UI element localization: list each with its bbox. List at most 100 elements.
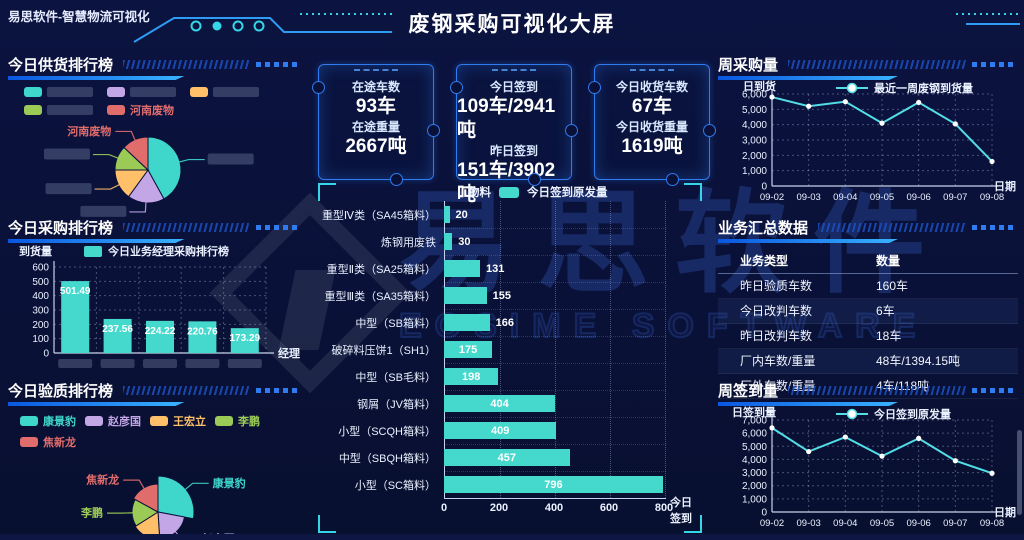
bar: 404 (444, 395, 556, 412)
panel-week-signin: 周签到量 0 1,000 2,000 3,000 4,000 5,000 6,000 7,00… (718, 380, 1018, 538)
title-underline (8, 76, 184, 80)
bar (61, 281, 90, 353)
summary-col-type: 业务类型 (740, 254, 789, 268)
hatch-decoration (123, 59, 250, 69)
y-tick: 200 (32, 320, 49, 331)
material-row: 小型（SC箱料） 796 (318, 471, 684, 498)
legend-swatch (85, 416, 103, 426)
stat-label: 在途车数 (351, 80, 400, 94)
legend-item: 李鹏 (215, 413, 260, 429)
bar: 409 (444, 422, 557, 439)
stat-card-in-transit: 在途车数 93车 在途重量 2667吨 (312, 64, 440, 186)
corner-bracket (684, 515, 702, 533)
scrollbar-thumb[interactable] (1017, 430, 1022, 515)
row-type: 厂内车数/重量 (740, 354, 816, 368)
purchase-bar-chart: 0 100 200 300 400 500 600 501.49 237.56 224.22 220… (19, 244, 300, 368)
supply-legend: 河南废物 (24, 87, 302, 118)
x-tick: 09-06 (907, 192, 931, 203)
table-row: 昨日改判车数 18车 (718, 324, 1018, 349)
censored-category-label (185, 359, 220, 368)
table-row: 今日改判车数 6车 (718, 299, 1018, 324)
y-tick: 300 (32, 306, 49, 317)
material-legend-label: 今日签到原发量 (527, 187, 608, 199)
summary-table-header: 业务类型 数量 (718, 249, 1018, 274)
panel-title-supply: 今日供货排行榜 (8, 56, 114, 74)
legend-label: 最近一周废钢到货量 (874, 81, 973, 95)
material-category-label: 炼钢用废铁 (381, 236, 436, 249)
bar (444, 233, 453, 250)
y-tick: 2,000 (742, 151, 767, 162)
censored-slice-label (45, 183, 92, 195)
data-point (952, 458, 958, 464)
summary-table-body: 昨日验质车数 160车 今日改判车数 6车 昨日改判车数 18车 厂内车数/重量 48车/13… (718, 274, 1018, 399)
legend-swatch (215, 416, 233, 426)
bar-value: 457 (497, 451, 517, 464)
row-type: 今日改判车数 (740, 304, 813, 318)
x-axis-label: 今日签到 (670, 497, 692, 525)
y-tick: 400 (32, 291, 49, 302)
legend-label: 河南废物 (130, 105, 174, 117)
x-tick: 400 (544, 502, 564, 514)
censored-category-label (143, 359, 177, 368)
stat-label: 昨日签到 (489, 144, 538, 158)
row-qty: 6车 (876, 304, 895, 318)
x-tick: 09-02 (760, 518, 784, 529)
bar-value: 20 (455, 208, 468, 221)
bar (103, 318, 132, 353)
card-notch (703, 124, 716, 138)
censored-legend-label (47, 105, 93, 115)
panel-title-purchase: 今日采购排行榜 (8, 219, 114, 237)
panel-title-week-signin: 周签到量 (718, 382, 779, 400)
censored-slice-label (43, 148, 90, 160)
row-qty: 18车 (876, 329, 902, 343)
legend-marker-icon (846, 408, 858, 420)
legend-swatch (107, 87, 125, 97)
bar-value: 237.56 (102, 324, 133, 335)
stat-label: 今日收货重量 (615, 120, 688, 134)
slice-label: 焦新龙 (85, 473, 119, 487)
hatch-decoration (123, 385, 250, 395)
stat-label: 今日签到 (489, 80, 538, 94)
material-row: 中型（SB箱料） 166 (318, 309, 684, 336)
week-purchase-line-chart: 0 1,000 2,000 3,000 4,000 5,000 6,000 09-02 09-0… (742, 79, 1016, 203)
x-axis-label: 日期 (994, 179, 1016, 193)
bar-value: 131 (486, 262, 505, 275)
row-type: 昨日改判车数 (740, 329, 813, 343)
y-tick: 0 (761, 182, 767, 193)
x-tick: 09-08 (980, 192, 1004, 203)
y-tick: 0 (761, 508, 767, 519)
card-notch (565, 124, 578, 138)
x-tick: 09-04 (833, 518, 857, 529)
dots-decoration (972, 224, 1016, 230)
panel-title-quality: 今日验质排行榜 (8, 382, 114, 400)
bar-value: 173.29 (230, 333, 261, 344)
title-underline (718, 402, 898, 406)
y-tick: 4,000 (742, 120, 767, 131)
bar-value: 409 (491, 424, 510, 437)
title-underline (8, 239, 184, 243)
material-row: 重型Ⅳ类（SA45箱料） 20 (318, 201, 684, 228)
dots-decoration (256, 61, 300, 67)
legend-label: 王宏立 (173, 416, 206, 428)
bar (444, 314, 490, 331)
stat-value: 1619吨 (621, 136, 683, 157)
legend-label: 李鹏 (238, 416, 260, 428)
card-notch (427, 124, 440, 138)
material-row: 小型（SCQH箱料） 409 (318, 417, 684, 444)
data-point (879, 120, 885, 126)
data-point (842, 99, 848, 105)
bar-value: 30 (458, 235, 471, 248)
table-row: 昨日验质车数 160车 (718, 274, 1018, 299)
title-underline (718, 76, 898, 80)
card-dash-decoration (492, 69, 536, 71)
row-qty: 160车 (876, 279, 909, 293)
material-row: 重型Ⅱ类（SA25箱料） 131 (318, 255, 684, 282)
week-signin-line-chart: 0 1,000 2,000 3,000 4,000 5,000 6,000 7,000 09-0… (732, 405, 1016, 529)
legend-swatch (150, 416, 168, 426)
y-tick: 600 (32, 263, 49, 274)
stat-label: 在途重量 (351, 120, 400, 134)
bar (146, 320, 174, 353)
material-category-label: 钢屑（JV箱料） (357, 398, 436, 411)
x-tick: 09-04 (833, 192, 857, 203)
bar-value: 224.22 (145, 326, 176, 337)
